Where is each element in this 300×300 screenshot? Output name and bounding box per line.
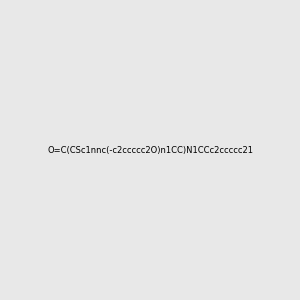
Text: O=C(CSc1nnc(-c2ccccc2O)n1CC)N1CCc2ccccc21: O=C(CSc1nnc(-c2ccccc2O)n1CC)N1CCc2ccccc2… [47,146,253,154]
